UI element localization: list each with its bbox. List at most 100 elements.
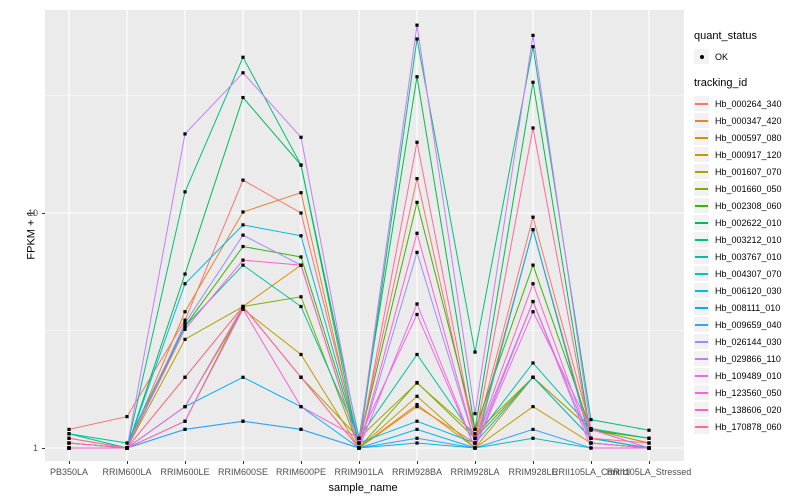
data-point: [589, 441, 593, 445]
data-point: [183, 427, 187, 431]
data-point: [241, 55, 245, 59]
data-point: [531, 45, 535, 49]
legend-key-box: [694, 181, 709, 196]
legend-key-box: [694, 164, 709, 179]
legend-item-Hb_123560_050: Hb_123560_050: [694, 384, 782, 401]
legend-key-box: [694, 334, 709, 349]
data-point: [183, 282, 187, 286]
legend-label: Hb_000597_080: [715, 132, 782, 143]
data-point: [241, 419, 245, 423]
data-point: [647, 446, 651, 450]
x-tick-label-RRIM928BA: RRIM928BA: [391, 467, 443, 477]
data-point: [589, 436, 593, 440]
data-point: [241, 71, 245, 75]
data-point: [531, 427, 535, 431]
legend-line-swatch: [695, 119, 708, 122]
data-point: [473, 441, 477, 445]
data-point: [473, 432, 477, 436]
data-point: [531, 436, 535, 440]
data-point: [183, 327, 187, 331]
y-tick-mark: [42, 447, 45, 449]
legend-label: Hb_003212_010: [715, 234, 782, 245]
legend-item-Hb_004307_070: Hb_004307_070: [694, 265, 782, 282]
data-point: [299, 135, 303, 139]
data-point: [183, 419, 187, 423]
legend-label-ok: OK: [715, 51, 729, 62]
x-tick-mark: [416, 461, 418, 464]
data-point: [531, 310, 535, 314]
data-point: [531, 80, 535, 84]
data-point: [241, 263, 245, 267]
data-point: [299, 211, 303, 215]
data-point: [415, 427, 419, 431]
data-point: [241, 223, 245, 227]
legend-item-Hb_003767_010: Hb_003767_010: [694, 248, 782, 265]
data-point: [415, 352, 419, 357]
legend-label: Hb_004307_070: [715, 268, 782, 279]
data-point: [531, 227, 535, 232]
data-point: [647, 436, 651, 440]
data-point: [241, 233, 245, 237]
legend-label: Hb_123560_050: [715, 387, 782, 398]
legend-key-box: [694, 385, 709, 400]
legend-line-swatch: [695, 272, 708, 275]
x-tick-mark: [648, 461, 650, 464]
x-tick-mark: [590, 461, 592, 464]
legend-label: Hb_138606_020: [715, 404, 782, 415]
legend-key-box: [694, 266, 709, 281]
data-point: [183, 132, 187, 136]
data-point: [67, 432, 71, 436]
x-tick-label-PB350LA: PB350LA: [49, 467, 89, 477]
data-point: [531, 375, 535, 379]
legend-label: Hb_109489_010: [715, 370, 782, 381]
data-point: [415, 177, 419, 181]
data-point: [241, 210, 245, 214]
legend-line-swatch: [695, 255, 708, 258]
x-tick-mark: [474, 461, 476, 464]
legend-key-box: [694, 215, 709, 230]
legend-line-swatch: [695, 238, 708, 241]
legend-line-swatch: [695, 187, 708, 190]
data-point: [415, 250, 419, 254]
data-point: [531, 126, 535, 130]
legend-line-swatch: [695, 425, 708, 428]
legend-item-Hb_109489_010: Hb_109489_010: [694, 367, 782, 384]
legend-line-swatch: [695, 357, 708, 360]
legend-label: Hb_008111_010: [715, 302, 781, 313]
data-point: [299, 304, 303, 309]
legend-item-Hb_170878_060: Hb_170878_060: [694, 418, 782, 435]
x-tick-label-RRIM600LE: RRIM600LE: [160, 467, 210, 477]
legend-key-box: [694, 130, 709, 145]
data-point: [473, 427, 477, 431]
legend-item-Hb_006120_030: Hb_006120_030: [694, 282, 782, 299]
legend-line-swatch: [695, 136, 708, 139]
legend-line-swatch: [695, 391, 708, 394]
legend-item-Hb_029866_110: Hb_029866_110: [694, 350, 782, 367]
x-tick-mark: [532, 461, 534, 464]
data-point: [183, 337, 187, 341]
y-tick-mark: [42, 212, 45, 214]
legend-item-Hb_002622_010: Hb_002622_010: [694, 214, 782, 231]
data-point: [67, 427, 71, 431]
data-point: [589, 446, 593, 450]
x-tick-label-RRIM600LA: RRIM600LA: [102, 467, 152, 477]
legend-key-box: [694, 96, 709, 111]
x-tick-mark: [300, 461, 302, 464]
chart-svg: [45, 10, 684, 461]
data-point: [241, 307, 245, 311]
data-point: [241, 178, 245, 182]
x-tick-label-RRII105LA_Stressed: RRII105LA_Stressed: [606, 467, 692, 477]
data-point: [183, 310, 187, 314]
data-point: [473, 350, 477, 354]
data-point: [299, 163, 303, 167]
x-tick-label-RRIM600PE: RRIM600PE: [275, 467, 327, 477]
legend-label: Hb_003767_010: [715, 251, 782, 262]
x-tick-mark: [68, 461, 70, 464]
legend-line-swatch: [695, 408, 708, 411]
y-tick-label: 10: [27, 207, 38, 218]
data-point: [531, 299, 535, 304]
legend-key-box: [694, 351, 709, 366]
legend-line-swatch: [695, 289, 708, 292]
data-point: [299, 375, 303, 379]
